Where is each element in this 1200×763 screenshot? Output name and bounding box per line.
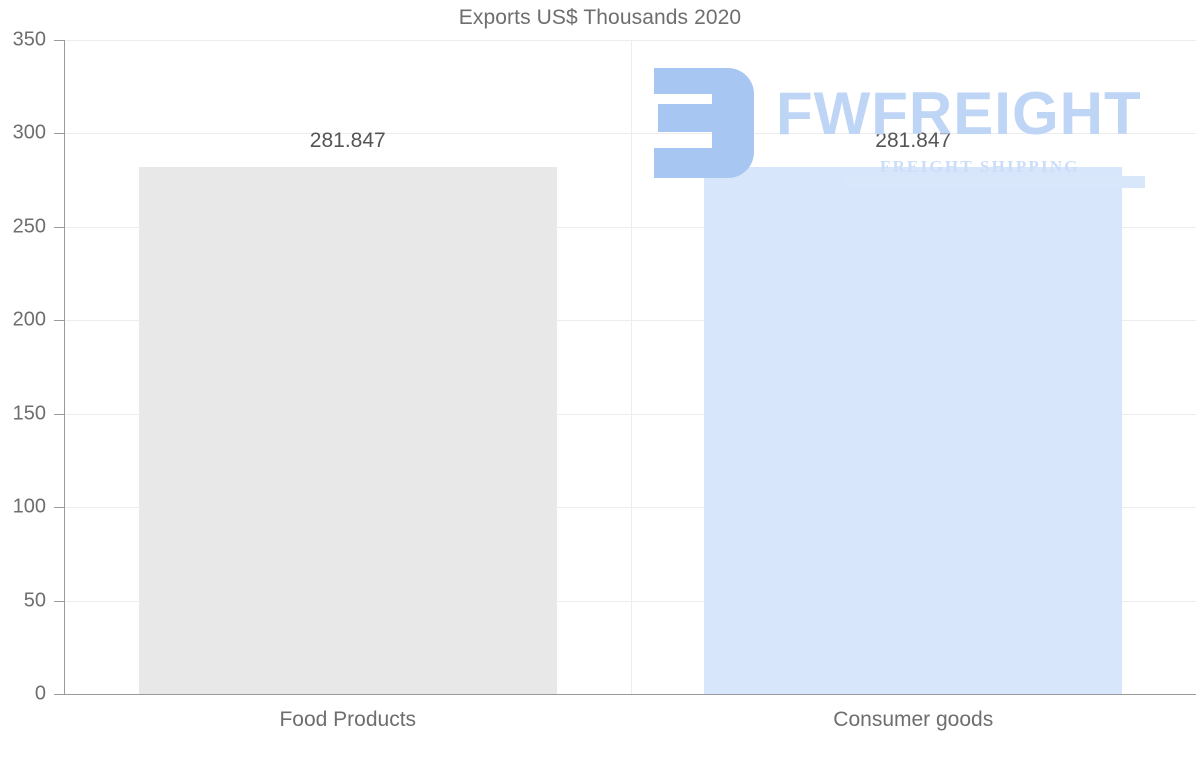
y-axis-tick-label: 250 [12, 215, 46, 238]
gridline-vertical [630, 40, 632, 694]
x-axis-category-label: Food Products [279, 708, 417, 731]
y-axis-tick-label: 50 [23, 589, 46, 612]
bar[interactable] [704, 167, 1123, 694]
y-axis-tick [54, 507, 65, 509]
x-axis-line [54, 694, 1196, 695]
y-axis-tick-label: 100 [12, 495, 46, 518]
y-axis-line [64, 40, 65, 695]
y-axis-tick [54, 133, 65, 135]
y-axis-tick-label: 350 [12, 28, 46, 51]
y-axis-tick-label: 150 [12, 402, 46, 425]
y-axis-tick [54, 413, 65, 415]
y-axis-tick [54, 320, 65, 322]
y-axis-tick-label: 300 [12, 121, 46, 144]
y-axis-tick-label: 0 [34, 682, 46, 705]
bar-value-label: 281.847 [875, 129, 952, 153]
y-axis-tick [54, 600, 65, 602]
bar-value-label: 281.847 [309, 129, 386, 153]
bar[interactable] [138, 167, 557, 694]
y-axis-tick-label: 200 [12, 308, 46, 331]
y-axis-tick [54, 226, 65, 228]
chart-title: Exports US$ Thousands 2020 [458, 6, 742, 29]
x-axis-category-label: Consumer goods [833, 708, 994, 731]
y-axis-tick [54, 40, 65, 41]
